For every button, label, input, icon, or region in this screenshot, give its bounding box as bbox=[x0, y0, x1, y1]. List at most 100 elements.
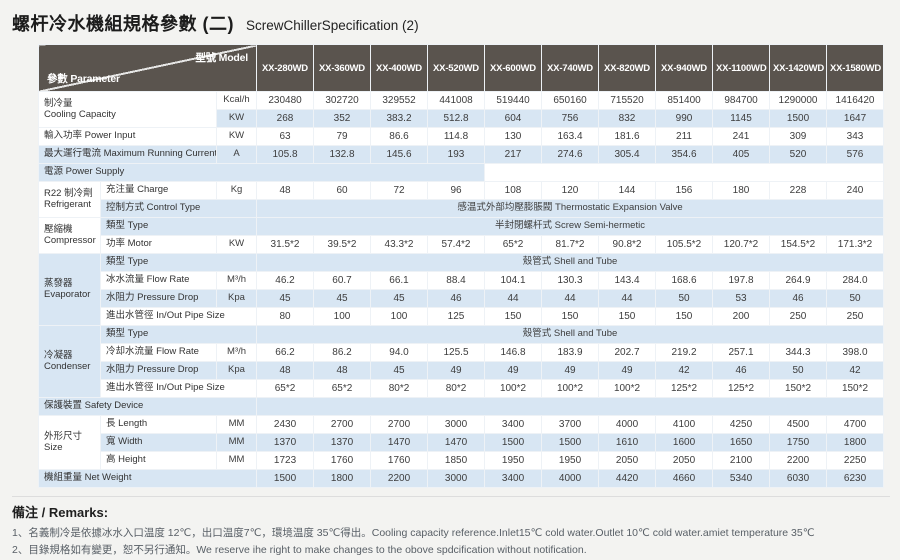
value-cell: 150*2 bbox=[826, 379, 885, 398]
value-cell: 80*2 bbox=[427, 379, 486, 398]
value-cell: 274.6 bbox=[541, 145, 600, 164]
value-cell: 4000 bbox=[541, 469, 600, 488]
value-cell: 120 bbox=[541, 181, 600, 200]
remarks-heading: 備注 / Remarks: bbox=[12, 505, 109, 520]
table-row: 進出水管徑 In/Out Pipe Size 65*2 65*2 80*2 80*2 10… bbox=[39, 379, 885, 398]
value-cell: 5340 bbox=[712, 469, 771, 488]
value-cell: 1650 bbox=[712, 433, 771, 452]
table-row: 輸入功率 Power Input KW 63 79 86.6 114.8 130 163.4 1… bbox=[38, 127, 885, 146]
group-label-size: 外形尺寸 Size bbox=[38, 415, 101, 470]
row-label-width: 寬 Width bbox=[100, 433, 217, 452]
value-cell: 2700 bbox=[370, 415, 429, 434]
value-cell: 250 bbox=[826, 307, 885, 326]
value-cell: 309 bbox=[769, 127, 828, 146]
table-corner-cell: 型號 Model 參數 Parameter bbox=[37, 44, 258, 92]
row-label-power-supply: 電源 Power Supply bbox=[37, 163, 486, 182]
value-cell: 81.7*2 bbox=[541, 235, 600, 254]
group-label-evaporator: 蒸發器 Evaporator bbox=[38, 253, 101, 326]
model-column-header: XX-360WD bbox=[313, 44, 372, 92]
value-cell: 1500 bbox=[541, 433, 600, 452]
value-cell: 1290000 bbox=[769, 91, 828, 110]
page-title-zh: 螺杆冷水機組規格參數 (二) bbox=[12, 14, 234, 34]
value-cell: 132.8 bbox=[313, 145, 372, 164]
value-cell: 130 bbox=[484, 127, 543, 146]
value-cell: 49 bbox=[427, 361, 486, 380]
value-cell: 1750 bbox=[769, 433, 828, 452]
table-row: 機組重量 Net Weight 1500 1800 2200 3000 3400 4000 4… bbox=[37, 469, 885, 488]
value-cell: 42 bbox=[655, 361, 714, 380]
value-cell: 715520 bbox=[598, 91, 657, 110]
row-label-power-input: 輸入功率 Power Input bbox=[38, 127, 217, 146]
value-cell: 1500 bbox=[769, 109, 828, 128]
table-row: 冷凝器 Condenser 類型 Type 殼管式 Shell and Tube bbox=[38, 325, 885, 398]
value-cell: 344.3 bbox=[769, 343, 828, 362]
value-cell: 31.5*2 bbox=[256, 235, 315, 254]
table-row: 冰水流量 Flow Rate M³/h 46.2 60.7 66.1 88.4 104.1 1… bbox=[39, 271, 885, 290]
value-cell: 3000 bbox=[427, 415, 486, 434]
row-label-cooling-water-flow: 冷却水流量 Flow Rate bbox=[100, 343, 217, 362]
value-cell: 114.8 bbox=[427, 127, 486, 146]
table-row: 蒸發器 Evaporator 類型 Type 殼管式 Shell and Tube bbox=[38, 253, 885, 326]
value-cell: 441008 bbox=[427, 91, 486, 110]
table-row: 電源 Power Supply bbox=[37, 163, 885, 182]
value-cell: 50 bbox=[826, 289, 885, 308]
value-cell: 4250 bbox=[712, 415, 771, 434]
value-cell: 125*2 bbox=[712, 379, 771, 398]
value-cell: 756 bbox=[541, 109, 600, 128]
value-cell: 63 bbox=[256, 127, 315, 146]
value-cell: 2430 bbox=[256, 415, 315, 434]
unit-cell: KW bbox=[215, 235, 258, 254]
value-cell: 150 bbox=[484, 307, 543, 326]
value-cell: 46 bbox=[427, 289, 486, 308]
row-label-condenser-type: 類型 Type bbox=[99, 325, 258, 344]
value-cell: 183.9 bbox=[541, 343, 600, 362]
value-cell: 44 bbox=[598, 289, 657, 308]
value-cell: 60 bbox=[313, 181, 372, 200]
unit-cell: M³/h bbox=[215, 343, 258, 362]
value-cell: 143.4 bbox=[598, 271, 657, 290]
value-cell: 105.5*2 bbox=[655, 235, 714, 254]
remark-item-1: 1、名義制冷是依據冰水入口温度 12℃，出口温度7℃，環境温度 35℃得出。Co… bbox=[12, 527, 815, 539]
value-cell: 3400 bbox=[484, 415, 543, 434]
value-cell: 2250 bbox=[826, 451, 885, 470]
model-column-header: XX-1580WD bbox=[826, 44, 885, 92]
value-cell: 72 bbox=[370, 181, 429, 200]
page-title: 螺杆冷水機組規格參數 (二) ScrewChillerSpecification… bbox=[12, 10, 890, 36]
value-cell: 65*2 bbox=[256, 379, 315, 398]
value-cell: 49 bbox=[541, 361, 600, 380]
model-column-header: XX-740WD bbox=[541, 44, 600, 92]
model-column-header: XX-820WD bbox=[598, 44, 657, 92]
value-control-type: 感温式外部均壓膨脹閥 Thermostatic Expansion Valve bbox=[256, 199, 885, 218]
value-cell: 146.8 bbox=[484, 343, 543, 362]
model-column-header: XX-400WD bbox=[370, 44, 429, 92]
value-cell: 130.3 bbox=[541, 271, 600, 290]
table-row: 進出水管徑 In/Out Pipe Size 80 100 100 125 150 150 1… bbox=[39, 307, 885, 326]
value-cell: 4000 bbox=[598, 415, 657, 434]
value-cell: 3400 bbox=[484, 469, 543, 488]
value-cell bbox=[256, 397, 885, 416]
value-cell: 343 bbox=[826, 127, 885, 146]
value-cell: 2050 bbox=[655, 451, 714, 470]
value-cell: 228 bbox=[769, 181, 828, 200]
value-cell: 53 bbox=[712, 289, 771, 308]
unit-cell: Kpa bbox=[215, 361, 258, 380]
corner-param-label: 參數 Parameter bbox=[47, 73, 120, 85]
spec-table-body: 制冷量 Cooling Capacity Kcal/h 230480 302720 329… bbox=[37, 91, 885, 488]
value-compressor-type: 半封閉螺杆式 Screw Semi-hermetic bbox=[256, 217, 885, 236]
value-condenser-type: 殼管式 Shell and Tube bbox=[256, 325, 885, 344]
value-cell: 2200 bbox=[769, 451, 828, 470]
value-cell: 305.4 bbox=[598, 145, 657, 164]
value-cell bbox=[484, 163, 885, 182]
value-cell: 604 bbox=[484, 109, 543, 128]
value-cell: 284.0 bbox=[826, 271, 885, 290]
value-cell: 1370 bbox=[256, 433, 315, 452]
value-cell: 86.2 bbox=[313, 343, 372, 362]
value-cell: 1723 bbox=[256, 451, 315, 470]
value-cell: 354.6 bbox=[655, 145, 714, 164]
value-cell: 45 bbox=[370, 289, 429, 308]
value-cell: 65*2 bbox=[313, 379, 372, 398]
row-label-evap-pipe-size: 進出水管徑 In/Out Pipe Size bbox=[99, 307, 258, 326]
value-cell: 1470 bbox=[427, 433, 486, 452]
value-cell: 105.8 bbox=[256, 145, 315, 164]
value-cell: 171.3*2 bbox=[826, 235, 885, 254]
